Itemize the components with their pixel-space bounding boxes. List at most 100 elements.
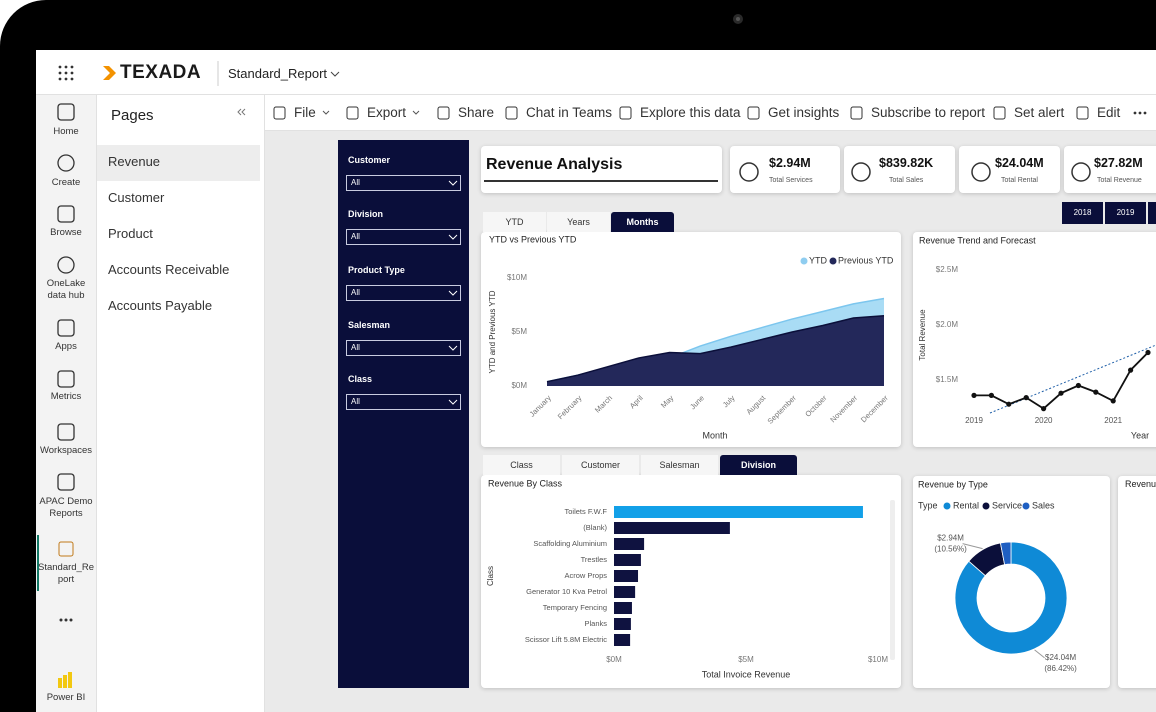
tab[interactable]: Salesman <box>641 455 718 475</box>
page-item[interactable]: Product <box>108 226 153 241</box>
chevron[interactable] <box>322 110 330 115</box>
page-item[interactable]: Revenue <box>108 154 161 169</box>
nav-icon[interactable] <box>57 423 75 441</box>
nav-label[interactable]: APAC Demo Reports <box>39 496 93 519</box>
filter-dropdown[interactable] <box>346 340 461 356</box>
tab[interactable]: Months <box>611 212 674 232</box>
chevron[interactable] <box>448 345 458 351</box>
year-button[interactable] <box>1148 202 1156 224</box>
nav-label[interactable]: OneLake data hub <box>46 278 86 301</box>
nav-label[interactable]: Create <box>51 177 81 188</box>
bar[interactable] <box>614 618 631 630</box>
slice[interactable] <box>999 541 1012 566</box>
toolbar-icon[interactable] <box>437 106 450 120</box>
tab[interactable]: Class <box>483 455 560 475</box>
page-item[interactable]: Accounts Payable <box>108 298 213 313</box>
brand-mark <box>103 66 116 80</box>
year-button[interactable]: 2019 <box>1105 202 1146 224</box>
bar[interactable] <box>614 570 639 582</box>
toolbar-item[interactable]: Chat in Teams <box>526 105 613 120</box>
chevron[interactable] <box>448 290 458 296</box>
bar[interactable] <box>614 554 641 566</box>
toolbar-item[interactable]: Set alert <box>1014 105 1065 120</box>
nav-icon[interactable] <box>57 256 75 274</box>
nav-icon[interactable] <box>57 103 75 121</box>
year-button[interactable]: 2018 <box>1062 202 1103 224</box>
slice[interactable] <box>954 541 1068 655</box>
filter-dropdown[interactable] <box>346 285 461 301</box>
filter-dropdown[interactable] <box>346 175 461 191</box>
toolbar-item[interactable]: File <box>294 105 316 120</box>
kpi-value: $2.94M <box>769 156 811 170</box>
chevron[interactable] <box>448 399 458 405</box>
nav-label[interactable]: Metrics <box>50 391 82 402</box>
legend-label: Rental <box>953 500 979 510</box>
scrollbar[interactable] <box>890 500 895 660</box>
nav-icon[interactable] <box>57 205 75 223</box>
filter-dropdown[interactable] <box>346 229 461 245</box>
tab[interactable]: Customer <box>562 455 639 475</box>
toolbar-item[interactable]: Explore this data <box>640 105 741 120</box>
page-item[interactable]: Customer <box>108 190 165 205</box>
filter-value[interactable]: All <box>351 343 360 352</box>
toolbar-item[interactable]: Subscribe to report <box>871 105 986 120</box>
filter-dropdown[interactable] <box>346 394 461 410</box>
x-axis-title: Year <box>1131 430 1149 440</box>
bar[interactable] <box>614 506 863 518</box>
nav-icon[interactable] <box>68 672 72 688</box>
nav-icon[interactable] <box>63 675 67 688</box>
page-item[interactable]: Accounts Receivable <box>108 262 230 277</box>
toolbar-icon[interactable] <box>1076 106 1089 120</box>
toolbar-item[interactable]: Edit <box>1097 105 1121 120</box>
nav-icon[interactable] <box>57 154 75 172</box>
toolbar-icon[interactable] <box>993 106 1006 120</box>
x-tick-label: July <box>721 393 737 409</box>
toolbar-item[interactable]: Get insights <box>768 105 840 120</box>
toolbar-icon[interactable] <box>850 106 863 120</box>
chevron[interactable] <box>330 71 340 77</box>
y-tick-label: $2.5M <box>936 265 959 274</box>
toolbar-item[interactable]: Export <box>367 105 407 120</box>
collapse-icon[interactable] <box>237 108 246 116</box>
toolbar-icon[interactable] <box>346 106 359 120</box>
x-axis-title: Total Invoice Revenue <box>702 669 791 679</box>
nav-label[interactable]: Home <box>53 126 79 137</box>
toolbar-item[interactable]: Share <box>458 105 495 120</box>
toolbar-icon[interactable] <box>505 106 518 120</box>
more-icon[interactable] <box>1133 111 1147 115</box>
nav-icon[interactable] <box>58 541 74 557</box>
tab[interactable]: Years <box>547 212 610 232</box>
report-name[interactable]: Standard_Report <box>228 66 328 81</box>
chevron[interactable] <box>412 110 420 115</box>
nav-icon[interactable] <box>57 370 75 388</box>
filter-value[interactable]: All <box>351 232 360 241</box>
more-icon[interactable] <box>59 618 73 622</box>
toolbar-icon[interactable] <box>273 106 286 120</box>
nav-icon[interactable] <box>57 473 75 491</box>
toolbar-icon[interactable] <box>747 106 760 120</box>
filter-value[interactable]: All <box>351 397 360 406</box>
bar[interactable] <box>614 538 645 550</box>
bar[interactable] <box>614 602 632 614</box>
x-tick-label: April <box>628 393 645 410</box>
nav-label[interactable]: Apps <box>55 341 77 352</box>
toolbar-icon[interactable] <box>619 106 632 120</box>
nav-icon[interactable] <box>57 319 75 337</box>
chevron[interactable] <box>448 180 458 186</box>
nav-label[interactable]: Browse <box>50 227 82 238</box>
filter-value[interactable]: All <box>351 288 360 297</box>
tab[interactable]: YTD <box>483 212 546 232</box>
app-launcher[interactable] <box>58 65 74 81</box>
bar[interactable] <box>614 586 636 598</box>
filter-value[interactable]: All <box>351 178 360 187</box>
nav-label[interactable]: Workspaces <box>39 445 93 456</box>
nav-icon[interactable] <box>58 678 62 688</box>
x-tick-label: 2019 <box>965 416 983 425</box>
nav-label[interactable]: Standard_Report <box>38 562 94 585</box>
bar[interactable] <box>614 634 631 646</box>
nav-label[interactable]: Power BI <box>46 692 86 703</box>
chevron[interactable] <box>448 234 458 240</box>
tab[interactable]: Division <box>720 455 797 475</box>
bar[interactable] <box>614 522 730 534</box>
kpi-card <box>959 146 1060 193</box>
